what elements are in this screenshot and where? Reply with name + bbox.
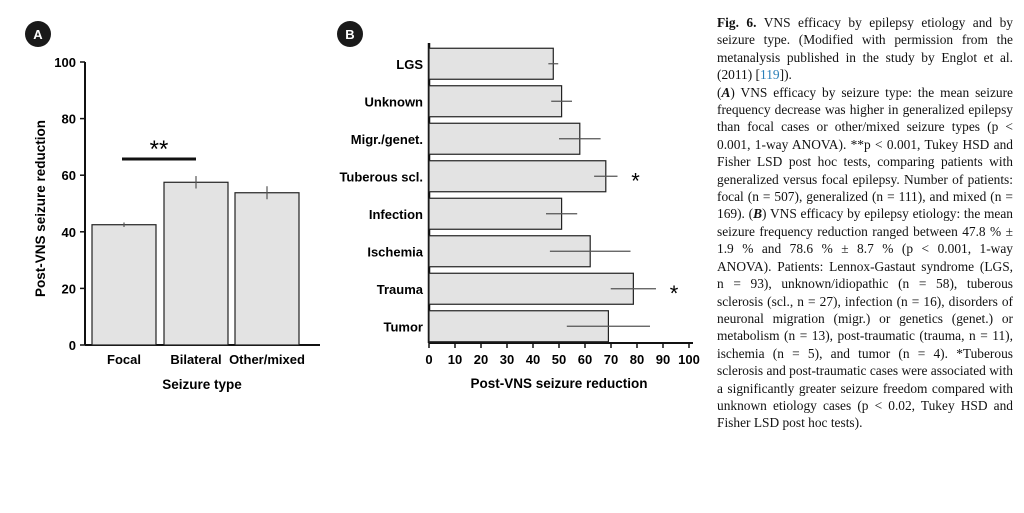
x-tick-label: 10 bbox=[448, 352, 462, 367]
y-tick-label: Migr./genet. bbox=[351, 132, 423, 147]
caption-b-label: B bbox=[753, 206, 763, 222]
caption-fig-label: Fig. 6. bbox=[717, 15, 757, 30]
panel-b-badge: B bbox=[337, 21, 363, 47]
bar-trauma bbox=[428, 272, 634, 305]
x-tick-label: 0 bbox=[425, 352, 432, 367]
x-tick-label: 100 bbox=[678, 352, 700, 367]
bar-focal bbox=[91, 224, 157, 346]
chart-panel-a: A 0 20 40 60 80 100 Focal Bilateral Other/mixed S… bbox=[25, 21, 320, 392]
caption-title: VNS efficacy by epilepsy etiology and by… bbox=[717, 15, 1013, 83]
caption-reference-link[interactable]: 119 bbox=[760, 67, 780, 83]
x-axis-title: Seizure type bbox=[162, 377, 242, 392]
x-tick-label: 90 bbox=[656, 352, 670, 367]
y-tick-label: Infection bbox=[369, 207, 423, 222]
y-tick-label: 80 bbox=[62, 112, 76, 127]
y-tick-label: 0 bbox=[69, 338, 76, 353]
y-axis-title: Post-VNS seizure reduction bbox=[33, 120, 48, 297]
x-tick-label: Other/mixed bbox=[229, 352, 305, 367]
x-tick-label: 70 bbox=[604, 352, 618, 367]
bar-unknown bbox=[428, 85, 563, 118]
x-tick-label: 50 bbox=[552, 352, 566, 367]
y-tick-label: 20 bbox=[62, 281, 76, 296]
y-tick-label: Trauma bbox=[377, 282, 424, 297]
chart-panel-b: B 0 10 20 30 40 50 60 70 80 90 100 LGS Unknown Migr./… bbox=[337, 21, 700, 391]
caption-b-text: ) VNS efficacy by epilepsy etiology: the… bbox=[717, 206, 1013, 431]
x-tick-label: Bilateral bbox=[170, 352, 221, 367]
panel-b-badge-label: B bbox=[345, 27, 354, 42]
y-tick-label: 100 bbox=[54, 55, 76, 70]
panel-a-badge-label: A bbox=[33, 27, 43, 42]
bar-tuberous-scl- bbox=[428, 160, 607, 193]
y-tick-label: Tumor bbox=[384, 319, 423, 334]
x-tick-label: 60 bbox=[578, 352, 592, 367]
x-axis-title: Post-VNS seizure reduction bbox=[470, 376, 647, 391]
bar-infection bbox=[428, 197, 563, 230]
x-tick-label: Focal bbox=[107, 352, 141, 367]
bar-bilateral bbox=[163, 181, 229, 346]
caption-title-end: ]). bbox=[779, 67, 792, 83]
significance-marker: * bbox=[670, 281, 679, 306]
y-tick-label: Unknown bbox=[365, 94, 424, 109]
y-tick-label: LGS bbox=[396, 57, 423, 72]
y-tick-label: 40 bbox=[62, 225, 76, 240]
y-tick-label: Ischemia bbox=[367, 244, 423, 259]
figure-caption: Fig. 6. VNS efficacy by epilepsy etiolog… bbox=[717, 15, 1013, 431]
x-tick-label: 80 bbox=[630, 352, 644, 367]
caption-a-text: ) VNS efficacy by seizure type: the mean… bbox=[717, 84, 1013, 222]
x-tick-label: 40 bbox=[526, 352, 540, 367]
bar-other-mixed bbox=[234, 192, 300, 346]
bar-migr-genet- bbox=[428, 122, 581, 155]
y-tick-label: Tuberous scl. bbox=[339, 169, 423, 184]
significance-marker: * bbox=[631, 168, 640, 193]
significance-marker: ** bbox=[150, 136, 169, 163]
panel-a-badge: A bbox=[25, 21, 51, 47]
y-tick-label: 60 bbox=[62, 168, 76, 183]
bar-lgs bbox=[428, 47, 554, 80]
caption-a-label: A bbox=[721, 84, 731, 100]
x-tick-label: 30 bbox=[500, 352, 514, 367]
x-tick-label: 20 bbox=[474, 352, 488, 367]
